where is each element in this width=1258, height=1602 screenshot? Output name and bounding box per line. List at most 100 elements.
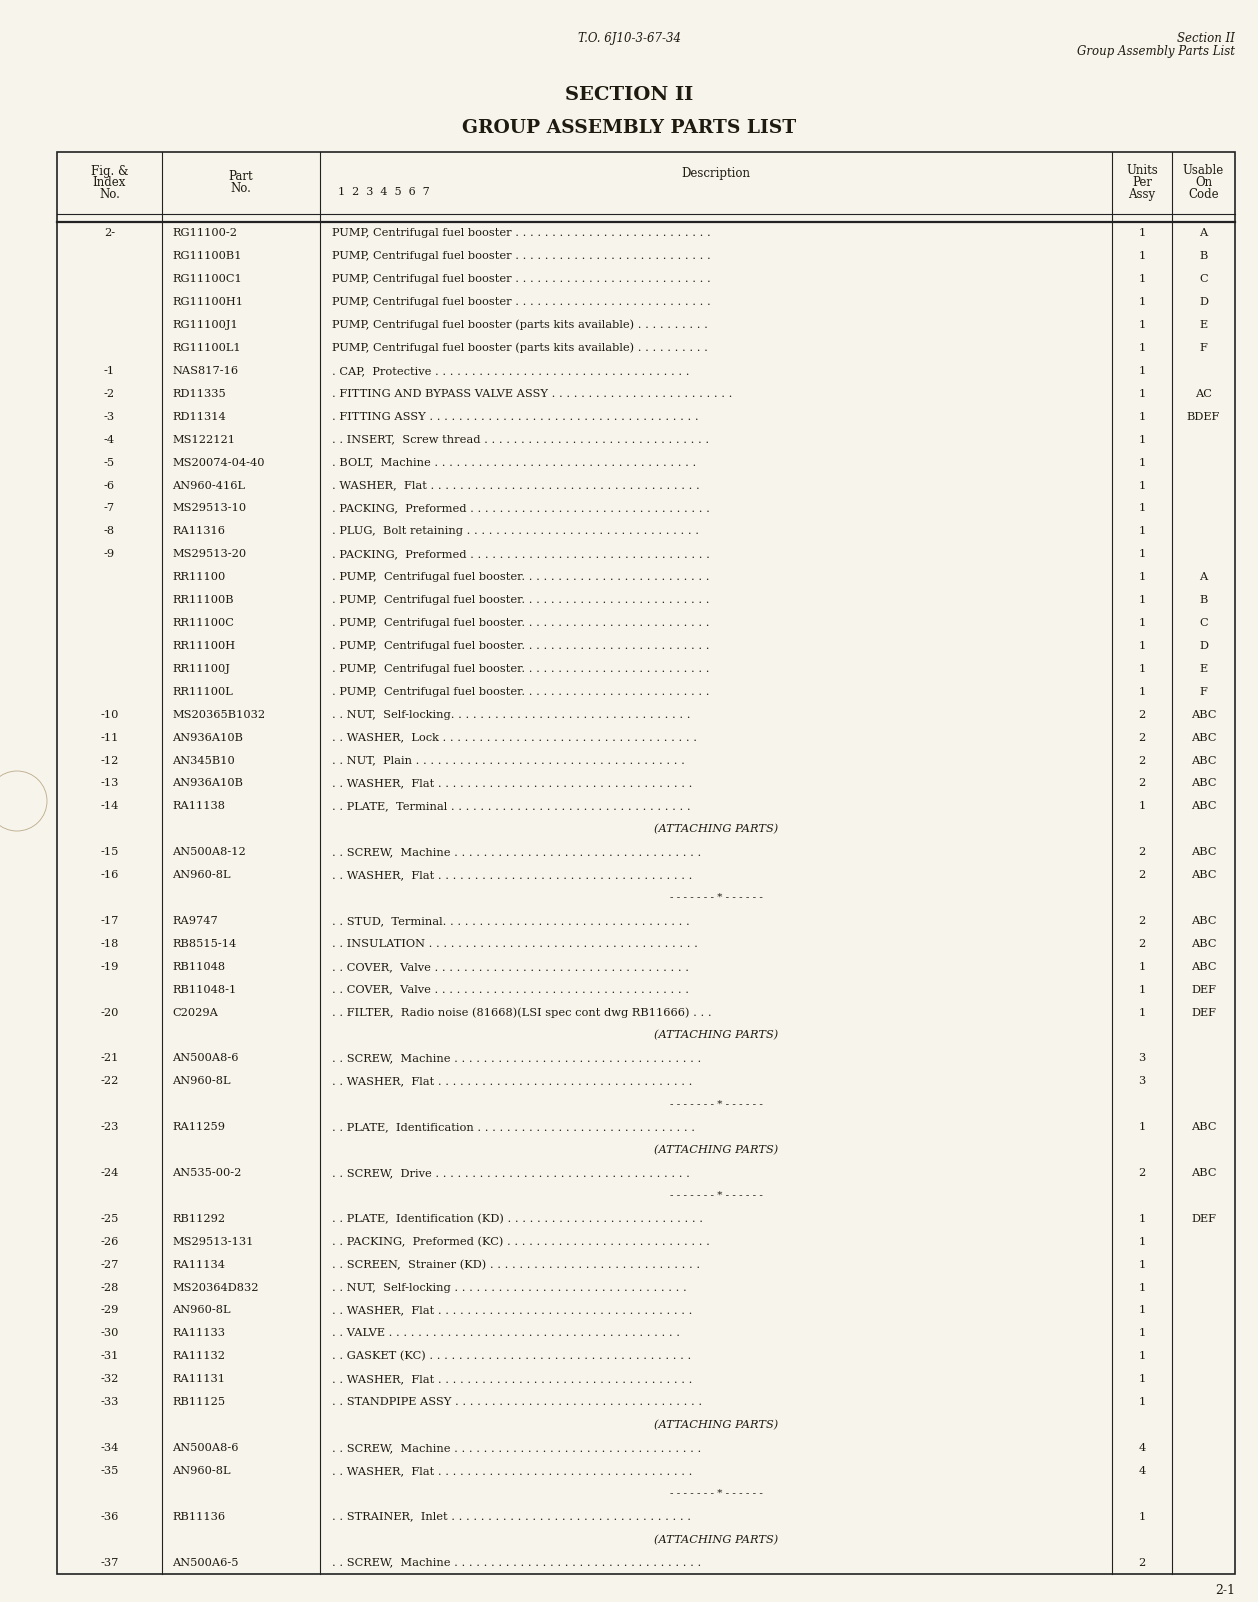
Text: . . WASHER,  Flat . . . . . . . . . . . . . . . . . . . . . . . . . . . . . . . : . . WASHER, Flat . . . . . . . . . . . .… bbox=[332, 779, 692, 788]
Text: B: B bbox=[1199, 594, 1208, 606]
Text: RB11048: RB11048 bbox=[172, 961, 225, 972]
Text: -8: -8 bbox=[104, 527, 114, 537]
Text: - - - - - - - * - - - - - -: - - - - - - - * - - - - - - bbox=[669, 1490, 762, 1498]
Text: RR11100J: RR11100J bbox=[172, 663, 230, 674]
Text: RA11316: RA11316 bbox=[172, 527, 225, 537]
Text: . . COVER,  Valve . . . . . . . . . . . . . . . . . . . . . . . . . . . . . . . : . . COVER, Valve . . . . . . . . . . . .… bbox=[332, 985, 689, 995]
Text: - - - - - - - * - - - - - -: - - - - - - - * - - - - - - bbox=[669, 1099, 762, 1109]
Text: . . SCREEN,  Strainer (KD) . . . . . . . . . . . . . . . . . . . . . . . . . . .: . . SCREEN, Strainer (KD) . . . . . . . … bbox=[332, 1259, 701, 1270]
Text: 1: 1 bbox=[1138, 229, 1146, 239]
Text: . BOLT,  Machine . . . . . . . . . . . . . . . . . . . . . . . . . . . . . . . .: . BOLT, Machine . . . . . . . . . . . . … bbox=[332, 458, 696, 468]
Text: . . INSERT,  Screw thread . . . . . . . . . . . . . . . . . . . . . . . . . . . : . . INSERT, Screw thread . . . . . . . .… bbox=[332, 434, 710, 445]
Text: . . NUT,  Self-locking. . . . . . . . . . . . . . . . . . . . . . . . . . . . . : . . NUT, Self-locking. . . . . . . . . .… bbox=[332, 710, 691, 719]
Text: RA11138: RA11138 bbox=[172, 801, 225, 811]
Text: -37: -37 bbox=[101, 1557, 118, 1567]
Text: -28: -28 bbox=[101, 1283, 118, 1293]
Text: BDEF: BDEF bbox=[1186, 412, 1220, 421]
Text: AN960-416L: AN960-416L bbox=[172, 481, 245, 490]
Text: AN500A8-6: AN500A8-6 bbox=[172, 1443, 239, 1453]
Text: C: C bbox=[1199, 618, 1208, 628]
Text: -12: -12 bbox=[101, 756, 118, 766]
Text: -11: -11 bbox=[101, 732, 118, 743]
Text: RA11259: RA11259 bbox=[172, 1121, 225, 1133]
Text: -35: -35 bbox=[101, 1466, 118, 1475]
Text: 2: 2 bbox=[1138, 916, 1146, 926]
Text: - - - - - - - * - - - - - -: - - - - - - - * - - - - - - bbox=[669, 1192, 762, 1200]
Text: No.: No. bbox=[230, 183, 252, 195]
Text: . FITTING AND BYPASS VALVE ASSY . . . . . . . . . . . . . . . . . . . . . . . . : . FITTING AND BYPASS VALVE ASSY . . . . … bbox=[332, 389, 732, 399]
Text: PUMP, Centrifugal fuel booster (parts kits available) . . . . . . . . . .: PUMP, Centrifugal fuel booster (parts ki… bbox=[332, 343, 708, 354]
Text: -13: -13 bbox=[101, 779, 118, 788]
Text: . . WASHER,  Flat . . . . . . . . . . . . . . . . . . . . . . . . . . . . . . . : . . WASHER, Flat . . . . . . . . . . . .… bbox=[332, 1306, 692, 1315]
Text: 1: 1 bbox=[1138, 527, 1146, 537]
Text: -3: -3 bbox=[104, 412, 114, 421]
Text: C2029A: C2029A bbox=[172, 1008, 218, 1017]
Text: -16: -16 bbox=[101, 870, 118, 879]
Text: . . SCREW,  Machine . . . . . . . . . . . . . . . . . . . . . . . . . . . . . . : . . SCREW, Machine . . . . . . . . . . .… bbox=[332, 1557, 701, 1567]
Text: . . NUT,  Plain . . . . . . . . . . . . . . . . . . . . . . . . . . . . . . . . : . . NUT, Plain . . . . . . . . . . . . .… bbox=[332, 756, 684, 766]
Text: RB8515-14: RB8515-14 bbox=[172, 939, 237, 948]
Text: RG11100L1: RG11100L1 bbox=[172, 343, 240, 352]
Text: D: D bbox=[1199, 298, 1208, 308]
Text: -2: -2 bbox=[104, 389, 114, 399]
Text: 1: 1 bbox=[1138, 1259, 1146, 1270]
Circle shape bbox=[0, 771, 47, 831]
Text: . . NUT,  Self-locking . . . . . . . . . . . . . . . . . . . . . . . . . . . . .: . . NUT, Self-locking . . . . . . . . . … bbox=[332, 1283, 687, 1293]
Text: MS29513-20: MS29513-20 bbox=[172, 549, 247, 559]
Text: E: E bbox=[1199, 320, 1208, 330]
Text: 1: 1 bbox=[1138, 412, 1146, 421]
Text: 1: 1 bbox=[1138, 1214, 1146, 1224]
Text: C: C bbox=[1199, 274, 1208, 284]
Text: . . STUD,  Terminal. . . . . . . . . . . . . . . . . . . . . . . . . . . . . . .: . . STUD, Terminal. . . . . . . . . . . … bbox=[332, 916, 689, 926]
Text: Section II: Section II bbox=[1177, 32, 1235, 45]
Text: -22: -22 bbox=[101, 1077, 118, 1086]
Text: . PUMP,  Centrifugal fuel booster. . . . . . . . . . . . . . . . . . . . . . . .: . PUMP, Centrifugal fuel booster. . . . … bbox=[332, 663, 710, 674]
Text: -15: -15 bbox=[101, 847, 118, 857]
Text: 1: 1 bbox=[1138, 641, 1146, 650]
Text: -10: -10 bbox=[101, 710, 118, 719]
Text: 2: 2 bbox=[1138, 847, 1146, 857]
Text: 1: 1 bbox=[1138, 549, 1146, 559]
Text: ABC: ABC bbox=[1191, 756, 1216, 766]
Text: PUMP, Centrifugal fuel booster . . . . . . . . . . . . . . . . . . . . . . . . .: PUMP, Centrifugal fuel booster . . . . .… bbox=[332, 252, 711, 261]
Text: -4: -4 bbox=[104, 434, 114, 445]
Text: Group Assembly Parts List: Group Assembly Parts List bbox=[1077, 45, 1235, 59]
Text: -21: -21 bbox=[101, 1054, 118, 1064]
Text: F: F bbox=[1200, 343, 1208, 352]
Text: ABC: ABC bbox=[1191, 710, 1216, 719]
Text: D: D bbox=[1199, 641, 1208, 650]
Text: Index: Index bbox=[93, 176, 126, 189]
Text: . . PLATE,  Identification . . . . . . . . . . . . . . . . . . . . . . . . . . .: . . PLATE, Identification . . . . . . . … bbox=[332, 1121, 694, 1133]
Text: 2: 2 bbox=[1138, 1168, 1146, 1177]
Text: 2: 2 bbox=[1138, 732, 1146, 743]
Text: AN960-8L: AN960-8L bbox=[172, 1306, 230, 1315]
Text: RA11134: RA11134 bbox=[172, 1259, 225, 1270]
Text: 1: 1 bbox=[1138, 320, 1146, 330]
Text: -34: -34 bbox=[101, 1443, 118, 1453]
Text: 4: 4 bbox=[1138, 1466, 1146, 1475]
Text: -29: -29 bbox=[101, 1306, 118, 1315]
Text: DEF: DEF bbox=[1191, 1214, 1216, 1224]
Text: No.: No. bbox=[99, 189, 120, 202]
Text: 1: 1 bbox=[1138, 801, 1146, 811]
Text: PUMP, Centrifugal fuel booster (parts kits available) . . . . . . . . . .: PUMP, Centrifugal fuel booster (parts ki… bbox=[332, 320, 708, 330]
Text: 1: 1 bbox=[1138, 961, 1146, 972]
Text: . . PLATE,  Identification (KD) . . . . . . . . . . . . . . . . . . . . . . . . : . . PLATE, Identification (KD) . . . . .… bbox=[332, 1214, 703, 1224]
Text: ABC: ABC bbox=[1191, 801, 1216, 811]
Text: ABC: ABC bbox=[1191, 847, 1216, 857]
Text: 2: 2 bbox=[1138, 710, 1146, 719]
Text: -19: -19 bbox=[101, 961, 118, 972]
Text: 2: 2 bbox=[1138, 939, 1146, 948]
Text: 2: 2 bbox=[1138, 1557, 1146, 1567]
Text: 1: 1 bbox=[1138, 1328, 1146, 1338]
Text: RA11131: RA11131 bbox=[172, 1375, 225, 1384]
Text: On: On bbox=[1195, 176, 1211, 189]
Text: ABC: ABC bbox=[1191, 1121, 1216, 1133]
Text: A: A bbox=[1199, 572, 1208, 582]
Text: Usable: Usable bbox=[1183, 165, 1224, 178]
Text: . . SCREW,  Machine . . . . . . . . . . . . . . . . . . . . . . . . . . . . . . : . . SCREW, Machine . . . . . . . . . . .… bbox=[332, 1054, 701, 1064]
Text: -5: -5 bbox=[104, 458, 114, 468]
Text: T.O. 6J10-3-67-34: T.O. 6J10-3-67-34 bbox=[577, 32, 681, 45]
Text: RR11100: RR11100 bbox=[172, 572, 225, 582]
Text: AN960-8L: AN960-8L bbox=[172, 1077, 230, 1086]
